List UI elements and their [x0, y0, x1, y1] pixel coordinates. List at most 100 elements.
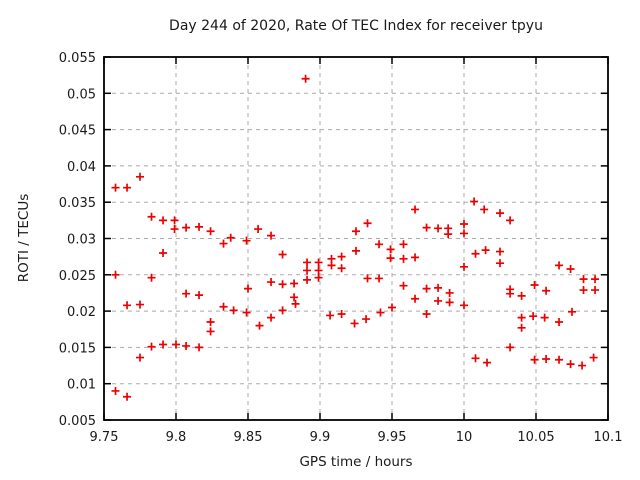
- data-point-marker: [399, 254, 408, 263]
- data-point-marker: [242, 308, 251, 317]
- data-point-marker: [542, 355, 551, 364]
- data-point-marker: [434, 296, 443, 305]
- data-point-marker: [290, 279, 299, 288]
- x-tick-label: 9.9: [310, 430, 331, 445]
- data-point-marker: [136, 300, 144, 309]
- data-point-marker: [483, 358, 492, 367]
- data-point-marker: [529, 312, 538, 321]
- data-point-marker: [244, 284, 252, 293]
- plot-border: [103, 56, 609, 421]
- data-point-marker: [517, 291, 526, 300]
- data-point-marker: [267, 278, 276, 287]
- data-point-marker: [496, 209, 504, 218]
- data-point-marker: [388, 303, 396, 312]
- data-point-marker: [481, 246, 490, 255]
- data-point-marker: [170, 225, 179, 234]
- data-point-marker: [123, 183, 132, 192]
- data-point-marker: [591, 286, 600, 295]
- data-point-marker: [411, 253, 420, 262]
- data-point-marker: [147, 342, 156, 351]
- data-point-marker: [363, 219, 372, 228]
- data-point-marker: [555, 261, 564, 270]
- data-point-marker: [530, 355, 539, 364]
- data-point-marker: [411, 205, 420, 214]
- data-point-marker: [301, 74, 310, 83]
- data-point-marker: [566, 264, 575, 273]
- data-point-marker: [337, 310, 346, 319]
- data-point-marker: [303, 258, 312, 267]
- data-point-marker: [303, 266, 312, 275]
- data-point-marker: [255, 321, 264, 330]
- data-point-marker: [326, 311, 335, 320]
- data-point-marker: [254, 225, 263, 234]
- grid-lines: [104, 57, 608, 420]
- data-point-marker: [460, 219, 468, 228]
- x-tick-label: 10.1: [594, 430, 623, 445]
- data-point-marker: [159, 249, 168, 258]
- data-point-marker: [376, 308, 385, 317]
- data-point-marker: [159, 340, 168, 349]
- data-point-marker: [278, 306, 287, 315]
- data-point-marker: [470, 197, 479, 206]
- data-point-marker: [172, 340, 180, 349]
- data-point-marker: [496, 247, 504, 256]
- data-point-marker: [542, 286, 551, 295]
- data-point-marker: [555, 355, 564, 364]
- y-tick-label: 0.04: [67, 160, 96, 175]
- x-tick-label: 9.95: [378, 430, 407, 445]
- data-point-marker: [460, 229, 468, 238]
- data-point-marker: [147, 212, 156, 221]
- y-tick-label: 0.01: [67, 378, 96, 393]
- data-point-marker: [267, 313, 276, 322]
- data-point-marker: [195, 222, 204, 231]
- data-point-marker: [159, 216, 168, 225]
- data-point-marker: [314, 258, 323, 267]
- data-point-marker: [314, 266, 323, 275]
- y-tick-label: 0.05: [67, 87, 96, 102]
- data-point-marker: [170, 216, 179, 225]
- data-point-marker: [386, 245, 395, 254]
- data-point-marker: [352, 227, 360, 236]
- y-tick-label: 0.035: [59, 196, 96, 211]
- data-point-marker: [578, 361, 587, 370]
- data-point-marker: [555, 317, 564, 326]
- y-tick-label: 0.03: [67, 233, 96, 248]
- data-point-marker: [386, 254, 395, 263]
- y-tick-label: 0.02: [67, 305, 96, 320]
- data-point-marker: [471, 249, 480, 258]
- data-point-marker: [422, 284, 431, 293]
- data-point-marker: [568, 307, 576, 316]
- data-point-marker: [399, 281, 408, 290]
- data-point-marker: [352, 246, 360, 255]
- data-point-marker: [411, 294, 420, 303]
- data-point-marker: [123, 392, 132, 401]
- x-tick-label: 9.85: [234, 430, 263, 445]
- data-point-marker: [445, 288, 454, 297]
- data-point-marker: [566, 360, 575, 369]
- data-point-marker: [195, 291, 204, 300]
- data-point-marker: [591, 275, 600, 284]
- data-point-marker: [182, 289, 191, 298]
- data-point-marker: [303, 275, 312, 284]
- data-point-marker: [111, 386, 120, 395]
- data-point-marker: [229, 306, 238, 315]
- x-tick-label: 10: [456, 430, 473, 445]
- data-point-marker: [434, 283, 443, 292]
- data-point-marker: [182, 223, 191, 232]
- data-point-marker: [278, 280, 287, 289]
- data-point-marker: [496, 259, 504, 268]
- data-point-marker: [460, 301, 468, 310]
- x-tick-label: 9.75: [90, 430, 119, 445]
- data-point-marker: [111, 183, 120, 192]
- data-point-marker: [182, 341, 191, 350]
- y-tick-label: 0.005: [59, 414, 96, 429]
- data-point-marker: [460, 262, 468, 271]
- data-point-marker: [206, 327, 215, 336]
- data-point-marker: [422, 223, 431, 232]
- data-point-marker: [350, 319, 359, 328]
- data-point-marker: [267, 231, 276, 240]
- data-point-marker: [111, 270, 120, 279]
- data-point-marker: [434, 224, 443, 233]
- data-point-marker: [362, 315, 371, 324]
